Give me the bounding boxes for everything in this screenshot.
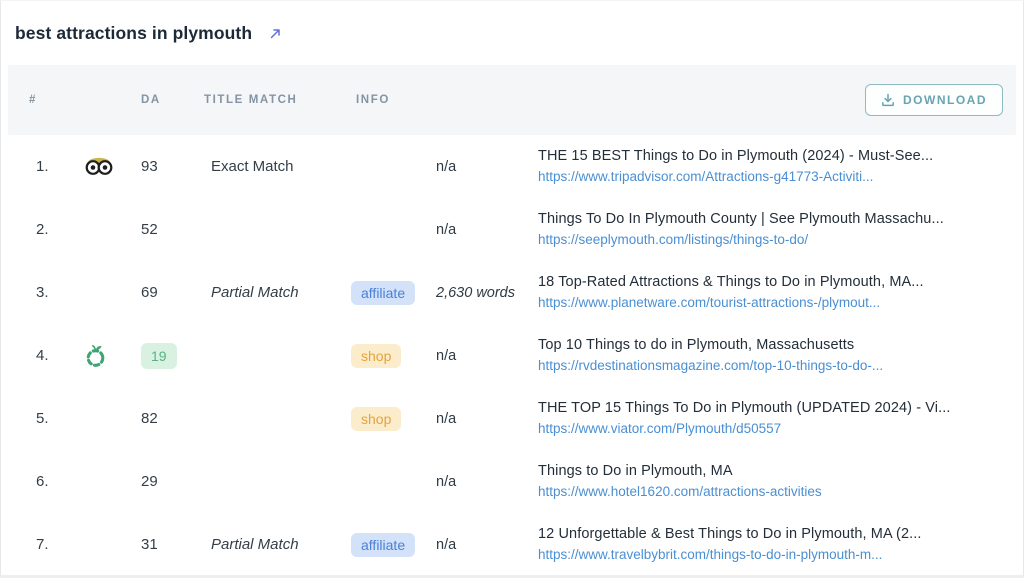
result-url[interactable]: https://www.tripadvisor.com/Attractions-… — [538, 169, 874, 185]
result-title: THE 15 BEST Things to Do in Plymouth (20… — [538, 147, 934, 164]
result-url[interactable]: https://rvdestinationsmagazine.com/top-1… — [538, 358, 884, 374]
title-match-value: Partial Match — [211, 284, 299, 301]
site-favicon — [84, 343, 129, 368]
category-badge: affiliate — [351, 280, 416, 305]
page-title: best attractions in plymouth — [15, 22, 253, 43]
domain-authority: 29 — [141, 473, 158, 490]
download-button[interactable]: DOWNLOAD — [865, 84, 1003, 116]
domain-authority: 69 — [141, 284, 158, 301]
badge-cell: affiliate — [339, 280, 425, 305]
table-row: 1. 93 Exact Match n/a THE 15 BEST Things… — [1, 135, 1023, 198]
domain-authority: 82 — [141, 410, 158, 427]
title-match-value: Partial Match — [211, 536, 299, 553]
search-result: 18 Top-Rated Attractions & Things to Do … — [525, 275, 1023, 311]
search-result: THE 15 BEST Things to Do in Plymouth (20… — [525, 149, 1023, 185]
column-info: INFO — [356, 94, 390, 106]
badge-cell: affiliate — [339, 532, 425, 557]
download-icon — [881, 93, 895, 107]
title-bar: best attractions in plymouth — [1, 1, 1023, 65]
result-url[interactable]: https://seeplymouth.com/listings/things-… — [538, 232, 809, 248]
result-title: 18 Top-Rated Attractions & Things to Do … — [538, 273, 924, 290]
domain-authority: 52 — [141, 221, 158, 238]
info-value: n/a — [436, 410, 457, 427]
results-list: 1. 93 Exact Match n/a THE 15 BEST Things… — [1, 135, 1023, 575]
column-rank: # — [29, 94, 37, 106]
table-row: 6. 29 n/a Things to Do in Plymouth, MA h… — [1, 450, 1023, 513]
title-match-value: Exact Match — [211, 158, 294, 175]
result-url[interactable]: https://www.travelbybrit.com/things-to-d… — [538, 547, 883, 563]
rank-number: 2. — [36, 221, 49, 238]
category-badge: shop — [351, 406, 402, 431]
table-header: # DA TITLE MATCH INFO DOWNLOAD — [8, 65, 1016, 135]
result-title: THE TOP 15 Things To Do in Plymouth (UPD… — [538, 399, 951, 416]
column-da: DA — [141, 94, 161, 106]
info-value: n/a — [436, 536, 457, 553]
result-title: 12 Unforgettable & Best Things to Do in … — [538, 525, 922, 542]
table-row: 4. 19 shop n/a Top 10 Things to do in Pl… — [1, 324, 1023, 387]
badge-cell: shop — [339, 343, 425, 368]
rank-number: 4. — [36, 347, 49, 364]
table-row: 3. 69 Partial Match affiliate 2,630 word… — [1, 261, 1023, 324]
external-link-icon[interactable] — [269, 27, 282, 40]
category-badge: shop — [351, 343, 402, 368]
domain-authority: 93 — [141, 158, 158, 175]
rank-number: 7. — [36, 536, 49, 553]
badge-cell: shop — [339, 406, 425, 431]
table-row: 2. 52 n/a Things To Do In Plymouth Count… — [1, 198, 1023, 261]
info-value: n/a — [436, 473, 457, 490]
result-title: Things to Do in Plymouth, MA — [538, 462, 733, 479]
search-result: 12 Unforgettable & Best Things to Do in … — [525, 527, 1023, 563]
info-value: n/a — [436, 347, 457, 364]
rank-number: 6. — [36, 473, 49, 490]
table-row: 5. 82 shop n/a THE TOP 15 Things To Do i… — [1, 387, 1023, 450]
search-result: Top 10 Things to do in Plymouth, Massach… — [525, 338, 1023, 374]
site-favicon — [84, 156, 129, 177]
search-result: Things to Do in Plymouth, MA https://www… — [525, 464, 1023, 500]
result-url[interactable]: https://www.viator.com/Plymouth/d50557 — [538, 421, 782, 437]
result-url[interactable]: https://www.planetware.com/tourist-attra… — [538, 295, 881, 311]
column-title-match: TITLE MATCH — [204, 94, 298, 106]
result-url[interactable]: https://www.hotel1620.com/attractions-ac… — [538, 484, 822, 500]
result-title: Top 10 Things to do in Plymouth, Massach… — [538, 336, 855, 353]
dashed-fruit-icon — [86, 345, 105, 367]
info-value: 2,630 words — [436, 284, 515, 301]
search-result: THE TOP 15 Things To Do in Plymouth (UPD… — [525, 401, 1023, 437]
domain-authority: 31 — [141, 536, 158, 553]
info-value: n/a — [436, 221, 457, 238]
rank-number: 1. — [36, 158, 49, 175]
category-badge: affiliate — [351, 532, 416, 557]
domain-authority: 19 — [129, 342, 197, 369]
tripadvisor-owl-icon — [85, 157, 113, 175]
rank-number: 5. — [36, 410, 49, 427]
table-row: 7. 31 Partial Match affiliate n/a 12 Unf… — [1, 513, 1023, 575]
download-label: DOWNLOAD — [903, 93, 987, 107]
result-title: Things To Do In Plymouth County | See Pl… — [538, 210, 944, 227]
info-value: n/a — [436, 158, 457, 175]
search-result: Things To Do In Plymouth County | See Pl… — [525, 212, 1023, 248]
rank-number: 3. — [36, 284, 49, 301]
